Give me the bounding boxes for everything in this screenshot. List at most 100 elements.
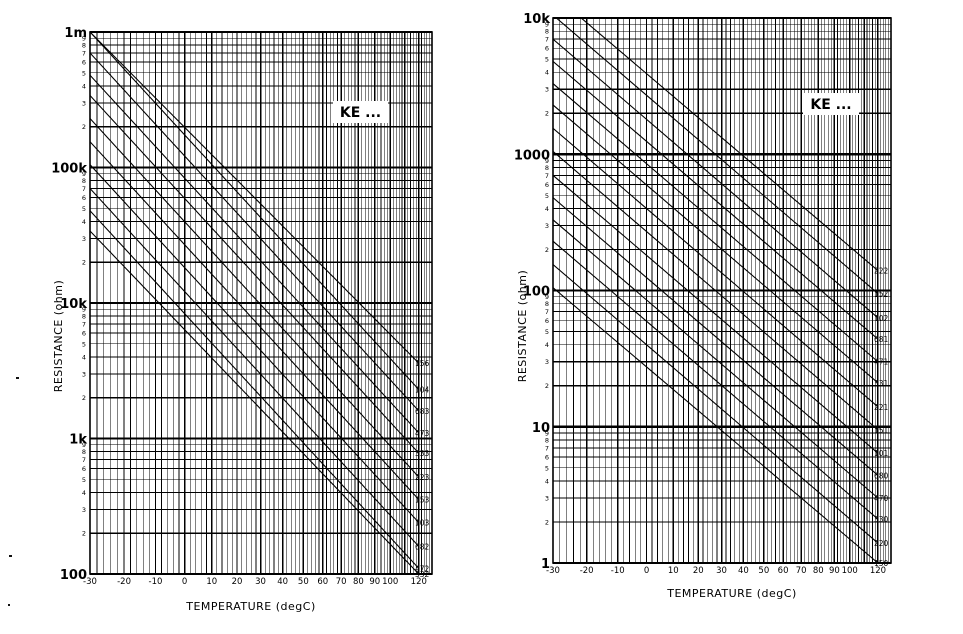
y-minor-label: 9	[545, 21, 549, 29]
y-minor-label: 4	[545, 477, 549, 485]
scan-speck	[16, 377, 19, 379]
series-line-150	[553, 287, 879, 563]
y-minor-label: 6	[82, 330, 86, 338]
y-minor-label: 2	[82, 394, 86, 402]
series-label-103: 103	[415, 518, 430, 527]
y-minor-label: 2	[545, 518, 549, 526]
y-major-label: 10	[532, 421, 550, 436]
series-label-222: 222	[874, 267, 889, 276]
x-tick-label: -30	[546, 566, 560, 576]
x-tick-label: 70	[796, 566, 807, 576]
series-label-150: 150	[874, 559, 889, 568]
series-line-472	[90, 210, 420, 569]
y-minor-label: 9	[545, 429, 549, 437]
x-tick-label: 50	[298, 577, 309, 587]
y-minor-label: 3	[545, 222, 549, 230]
series-label-330: 330	[874, 515, 889, 524]
x-tick-label: -20	[580, 566, 594, 576]
y-minor-label: 4	[545, 205, 549, 213]
y-minor-label: 4	[545, 341, 549, 349]
x-tick-label: -10	[149, 577, 163, 587]
series-label-470: 470	[874, 494, 889, 503]
series-label-102: 102	[874, 314, 889, 323]
x-tick-label: 10	[206, 577, 217, 587]
x-tick-label: 0	[644, 566, 649, 576]
x-tick-label: 120	[411, 577, 427, 587]
y-minor-label: 5	[545, 464, 549, 472]
series-label-683: 683	[415, 407, 430, 416]
series-label-681: 681	[874, 335, 889, 344]
x-tick-label: 100	[382, 577, 398, 587]
y-axis-title: RESISTANCE (ohm)	[516, 270, 529, 383]
series-label-472: 472	[415, 564, 430, 573]
y-minor-label: 3	[82, 370, 86, 378]
y-minor-label: 4	[82, 218, 86, 226]
y-minor-label: 8	[545, 436, 549, 444]
y-minor-label: 3	[545, 86, 549, 94]
x-tick-label: 0	[182, 577, 187, 587]
y-major-label: 1000	[514, 148, 550, 163]
x-tick-label: 40	[738, 566, 749, 576]
y-minor-label: 2	[82, 530, 86, 538]
title-box	[803, 93, 859, 115]
series-lines	[553, 18, 879, 563]
x-tick-label: 60	[778, 566, 789, 576]
y-minor-label: 7	[82, 456, 86, 464]
chart-right: 2221521026814713312211511016804703302201…	[514, 12, 892, 600]
series-line-681	[553, 61, 879, 340]
y-major-label: 10k	[60, 297, 87, 312]
series-line-103	[90, 164, 420, 523]
series-label-104: 104	[415, 385, 430, 394]
x-tick-label: 80	[813, 566, 824, 576]
y-minor-label: 5	[545, 56, 549, 64]
y-minor-label: 4	[82, 82, 86, 90]
y-minor-label: 9	[82, 441, 86, 449]
series-label-473: 473	[415, 429, 430, 438]
y-minor-label: 6	[545, 317, 549, 325]
series-line-680	[553, 197, 879, 476]
series-label-680: 680	[874, 471, 889, 480]
x-tick-label: 60	[317, 577, 328, 587]
plot-frame	[89, 31, 433, 575]
y-minor-label: 8	[82, 177, 86, 185]
series-line-222	[580, 18, 879, 272]
y-minor-label: 7	[82, 185, 86, 193]
x-tick-label: 50	[758, 566, 769, 576]
series-label-101: 101	[874, 449, 889, 458]
y-minor-label: 7	[82, 320, 86, 328]
y-minor-label: 4	[82, 489, 86, 497]
y-minor-label: 3	[545, 358, 549, 366]
x-tick-label: 80	[353, 577, 364, 587]
series-label-221: 221	[874, 403, 889, 412]
y-minor-label: 5	[545, 192, 549, 200]
y-minor-label: 2	[82, 123, 86, 131]
y-minor-label: 2	[545, 382, 549, 390]
x-tick-label: -30	[83, 577, 97, 587]
y-major-label: 1k	[69, 433, 87, 448]
series-label-333: 333	[415, 449, 430, 458]
y-minor-label: 8	[545, 28, 549, 36]
y-minor-label: 8	[545, 300, 549, 308]
y-minor-label: 7	[545, 36, 549, 44]
series-line-331	[553, 104, 879, 384]
y-minor-label: 7	[545, 444, 549, 452]
series-line-156	[90, 32, 420, 364]
x-tick-label: -20	[117, 577, 131, 587]
x-tick-label: 120	[870, 566, 886, 576]
series-label-331: 331	[874, 379, 889, 388]
x-tick-label: 20	[232, 577, 243, 587]
series-label-682: 682	[415, 542, 430, 551]
y-minor-label: 2	[545, 246, 549, 254]
y-minor-label: 4	[82, 353, 86, 361]
series-line-332	[90, 230, 420, 574]
series-line-330	[553, 240, 879, 520]
scan-speck	[9, 555, 12, 557]
series-label-471: 471	[874, 358, 889, 367]
y-minor-label: 4	[545, 69, 549, 77]
y-major-label: 100	[60, 568, 87, 583]
y-minor-label: 6	[545, 45, 549, 53]
y-minor-label: 9	[545, 157, 549, 165]
y-axis-title: RESISTANCE (ohm)	[52, 280, 65, 393]
